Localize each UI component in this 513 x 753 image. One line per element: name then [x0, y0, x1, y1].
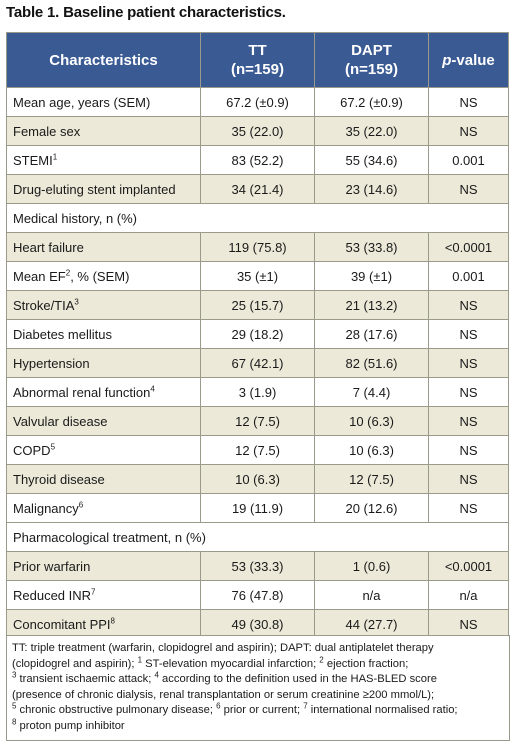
row-label: Diabetes mellitus — [6, 319, 201, 349]
table-row: Female sex 35 (22.0) 35 (22.0) NS — [6, 116, 509, 146]
cell-pvalue: 0.001 — [428, 145, 509, 175]
cell-pvalue: NS — [428, 493, 509, 523]
table-row: Diabetes mellitus 29 (18.2) 28 (17.6) NS — [6, 319, 509, 349]
cell-dapt: 10 (6.3) — [314, 435, 429, 465]
header-tt: TT (n=159) — [200, 32, 315, 88]
cell-dapt: 23 (14.6) — [314, 174, 429, 204]
table-row: Mean EF2, % (SEM) 35 (±1) 39 (±1) 0.001 — [6, 261, 509, 291]
cell-tt: 119 (75.8) — [200, 232, 315, 262]
row-label: COPD5 — [6, 435, 201, 465]
row-label: Mean age, years (SEM) — [6, 87, 201, 117]
cell-tt: 35 (22.0) — [200, 116, 315, 146]
cell-tt: 83 (52.2) — [200, 145, 315, 175]
table-row: Hypertension 67 (42.1) 82 (51.6) NS — [6, 348, 509, 378]
cell-tt: 3 (1.9) — [200, 377, 315, 407]
table-row: Valvular disease 12 (7.5) 10 (6.3) NS — [6, 406, 509, 436]
cell-dapt: 82 (51.6) — [314, 348, 429, 378]
header-characteristics: Characteristics — [6, 32, 201, 88]
cell-tt: 35 (±1) — [200, 261, 315, 291]
cell-dapt: 44 (27.7) — [314, 609, 429, 639]
row-label: Reduced INR7 — [6, 580, 201, 610]
cell-dapt: 12 (7.5) — [314, 464, 429, 494]
cell-tt: 29 (18.2) — [200, 319, 315, 349]
row-label: Drug-eluting stent implanted — [6, 174, 201, 204]
cell-pvalue: NS — [428, 406, 509, 436]
table-row: Thyroid disease 10 (6.3) 12 (7.5) NS — [6, 464, 509, 494]
cell-tt: 34 (21.4) — [200, 174, 315, 204]
cell-dapt: 20 (12.6) — [314, 493, 429, 523]
cell-pvalue: NS — [428, 348, 509, 378]
row-label: Heart failure — [6, 232, 201, 262]
cell-pvalue: n/a — [428, 580, 509, 610]
section-label-history: Medical history, n (%) — [6, 203, 509, 233]
cell-pvalue: NS — [428, 464, 509, 494]
header-pvalue: p-value — [428, 32, 509, 88]
table-row: Malignancy6 19 (11.9) 20 (12.6) NS — [6, 493, 509, 523]
section-row-history: Medical history, n (%) — [6, 203, 509, 233]
row-label: Prior warfarin — [6, 551, 201, 581]
section-label-pharm: Pharmacological treatment, n (%) — [6, 522, 509, 552]
table-row: Mean age, years (SEM) 67.2 (±0.9) 67.2 (… — [6, 87, 509, 117]
cell-pvalue: NS — [428, 174, 509, 204]
characteristics-table: Characteristics TT (n=159) DAPT (n=159) p-… — [6, 32, 509, 639]
cell-dapt: n/a — [314, 580, 429, 610]
row-label: Valvular disease — [6, 406, 201, 436]
table-row: Abnormal renal function4 3 (1.9) 7 (4.4)… — [6, 377, 509, 407]
cell-pvalue: NS — [428, 290, 509, 320]
table-row: Concomitant PPI8 49 (30.8) 44 (27.7) NS — [6, 609, 509, 639]
header-dapt: DAPT (n=159) — [314, 32, 429, 88]
cell-dapt: 39 (±1) — [314, 261, 429, 291]
cell-tt: 49 (30.8) — [200, 609, 315, 639]
cell-tt: 19 (11.9) — [200, 493, 315, 523]
row-label: Thyroid disease — [6, 464, 201, 494]
row-label: Malignancy6 — [6, 493, 201, 523]
row-label: Stroke/TIA3 — [6, 290, 201, 320]
cell-tt: 53 (33.3) — [200, 551, 315, 581]
cell-dapt: 7 (4.4) — [314, 377, 429, 407]
table-row: Heart failure 119 (75.8) 53 (33.8) <0.00… — [6, 232, 509, 262]
table-row: STEMI1 83 (52.2) 55 (34.6) 0.001 — [6, 145, 509, 175]
table-footnote: TT: triple treatment (warfarin, clopidog… — [6, 635, 510, 741]
cell-tt: 12 (7.5) — [200, 406, 315, 436]
cell-pvalue: 0.001 — [428, 261, 509, 291]
cell-dapt: 53 (33.8) — [314, 232, 429, 262]
table-row: Stroke/TIA3 25 (15.7) 21 (13.2) NS — [6, 290, 509, 320]
cell-tt: 76 (47.8) — [200, 580, 315, 610]
row-label: Female sex — [6, 116, 201, 146]
cell-tt: 67.2 (±0.9) — [200, 87, 315, 117]
row-label: Abnormal renal function4 — [6, 377, 201, 407]
row-label: Concomitant PPI8 — [6, 609, 201, 639]
table-row: Drug-eluting stent implanted 34 (21.4) 2… — [6, 174, 509, 204]
cell-dapt: 67.2 (±0.9) — [314, 87, 429, 117]
cell-pvalue: <0.0001 — [428, 232, 509, 262]
row-label: STEMI1 — [6, 145, 201, 175]
table-row: Reduced INR7 76 (47.8) n/a n/a — [6, 580, 509, 610]
cell-pvalue: NS — [428, 609, 509, 639]
cell-pvalue: NS — [428, 87, 509, 117]
table-header-row: Characteristics TT (n=159) DAPT (n=159) p-… — [6, 32, 509, 88]
cell-tt: 67 (42.1) — [200, 348, 315, 378]
table-caption: Table 1. Baseline patient characteristic… — [6, 4, 286, 21]
table-row: COPD5 12 (7.5) 10 (6.3) NS — [6, 435, 509, 465]
row-label: Mean EF2, % (SEM) — [6, 261, 201, 291]
cell-pvalue: <0.0001 — [428, 551, 509, 581]
cell-pvalue: NS — [428, 435, 509, 465]
cell-tt: 10 (6.3) — [200, 464, 315, 494]
cell-pvalue: NS — [428, 377, 509, 407]
cell-dapt: 28 (17.6) — [314, 319, 429, 349]
cell-dapt: 1 (0.6) — [314, 551, 429, 581]
cell-dapt: 55 (34.6) — [314, 145, 429, 175]
cell-pvalue: NS — [428, 116, 509, 146]
row-label: Hypertension — [6, 348, 201, 378]
cell-tt: 12 (7.5) — [200, 435, 315, 465]
cell-pvalue: NS — [428, 319, 509, 349]
cell-dapt: 10 (6.3) — [314, 406, 429, 436]
section-row-pharm: Pharmacological treatment, n (%) — [6, 522, 509, 552]
cell-tt: 25 (15.7) — [200, 290, 315, 320]
table-row: Prior warfarin 53 (33.3) 1 (0.6) <0.0001 — [6, 551, 509, 581]
cell-dapt: 35 (22.0) — [314, 116, 429, 146]
cell-dapt: 21 (13.2) — [314, 290, 429, 320]
